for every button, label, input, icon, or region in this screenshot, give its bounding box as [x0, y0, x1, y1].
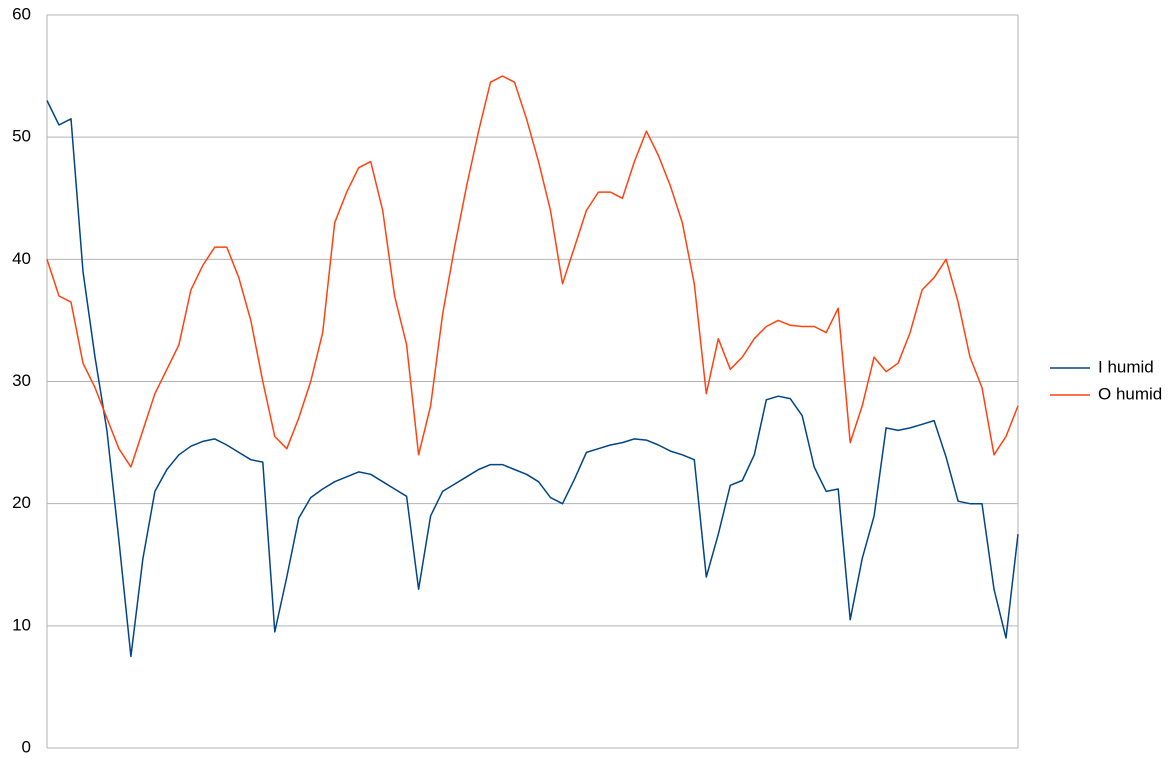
y-tick-label: 40 — [12, 249, 31, 268]
y-tick-label: 0 — [22, 737, 31, 756]
series-line — [46, 100, 1019, 658]
series-line — [46, 75, 1019, 468]
y-tick-label: 60 — [12, 4, 31, 23]
legend-label: I humid — [1098, 357, 1154, 376]
legend-label: O humid — [1098, 384, 1162, 403]
y-tick-label: 20 — [12, 493, 31, 512]
y-tick-label: 30 — [12, 371, 31, 390]
y-tick-label: 50 — [12, 127, 31, 146]
y-tick-label: 10 — [12, 615, 31, 634]
